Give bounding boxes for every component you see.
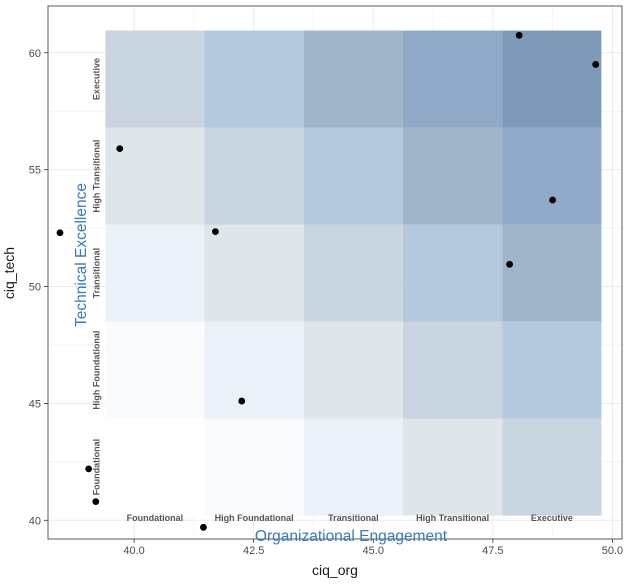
heat-tile: [303, 321, 403, 419]
x-band-label: High Foundational: [215, 513, 294, 523]
y-band-label: High Transitional: [91, 140, 101, 213]
heat-tile: [204, 30, 304, 128]
plot-border: [47, 5, 623, 540]
heat-tile: [105, 224, 205, 322]
y-tick-label: 60: [29, 48, 41, 60]
y-band-label: Foundational: [91, 439, 101, 496]
heat-tile: [402, 127, 503, 225]
heat-tile: [402, 321, 503, 419]
y-axis-title: ciq_tech: [1, 247, 17, 299]
y-band-label: Transitional: [91, 248, 101, 299]
y-band-label: Executive: [91, 58, 101, 100]
heat-tile: [303, 418, 403, 516]
heat-tile: [303, 127, 403, 225]
axis-ticks: 40.0 42.5 45.0 47.5 50.0 40 45 50 55 60: [29, 48, 623, 557]
data-point: [592, 61, 600, 68]
heat-tile: [502, 321, 602, 419]
heat-tile: [502, 418, 602, 516]
overlay-y-title: Technical Excellence: [73, 183, 90, 327]
y-band-label: High Foundational: [91, 331, 101, 410]
heat-tile: [204, 127, 304, 225]
heat-tile: [105, 127, 205, 225]
x-band-label: Executive: [531, 513, 573, 523]
heat-tile: [502, 127, 602, 225]
data-points: [56, 31, 600, 531]
heat-tile: [303, 30, 403, 128]
y-tick-label: 40: [29, 515, 41, 527]
heat-tile: [105, 321, 205, 419]
data-point: [116, 145, 124, 153]
heat-tile: [402, 30, 503, 128]
x-band-label: Transitional: [328, 513, 379, 523]
heat-tile: [303, 224, 403, 322]
data-point: [238, 397, 246, 405]
data-point: [56, 229, 64, 237]
x-band-label: High Transitional: [416, 513, 489, 523]
x-tick-label: 47.5: [482, 545, 503, 557]
x-tick-label: 50.0: [602, 545, 623, 557]
data-point: [515, 31, 523, 39]
heat-tile: [204, 224, 304, 322]
heat-tile: [105, 30, 205, 128]
y-tick-label: 45: [29, 398, 41, 410]
y-tick-label: 50: [29, 282, 41, 294]
x-tick-label: 45.0: [363, 545, 384, 557]
y-tick-label: 55: [29, 165, 41, 177]
x-band-label: Foundational: [127, 513, 184, 523]
data-point: [200, 523, 207, 531]
heat-tile: [402, 224, 503, 322]
heat-tile: [204, 321, 304, 419]
band-labels: Foundational Foundational High Foundationa…: [91, 58, 573, 523]
heat-tile: [105, 418, 205, 516]
heat-tile: [502, 224, 602, 322]
x-axis-title: ciq_org: [312, 562, 358, 578]
data-point: [506, 260, 513, 268]
data-point: [85, 465, 93, 473]
heat-tile: [204, 418, 304, 516]
data-point: [549, 196, 557, 204]
x-tick-label: 40.0: [123, 545, 144, 557]
heatmap-bands: [105, 30, 602, 516]
x-tick-label: 42.5: [243, 545, 264, 557]
heat-tile: [502, 30, 602, 128]
overlay-x-title: Organizational Engagement: [255, 528, 448, 545]
data-point: [212, 228, 219, 235]
heat-tile: [402, 418, 503, 516]
data-point: [92, 498, 100, 505]
